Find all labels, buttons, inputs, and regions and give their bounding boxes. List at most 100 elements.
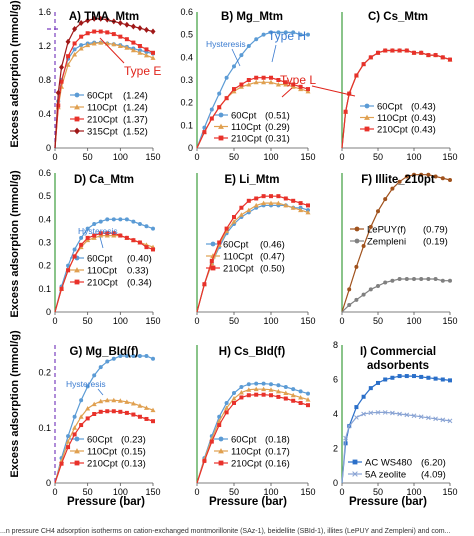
data-point: [412, 172, 416, 177]
data-point: [111, 356, 116, 361]
data-point: [419, 172, 424, 177]
data-point: [232, 87, 236, 92]
data-point: [383, 48, 388, 53]
data-point: [448, 378, 452, 383]
series-60Cpt: [54, 354, 155, 484]
annotation-hysteresis: Hysteresis: [206, 39, 246, 49]
series-line: [196, 383, 309, 484]
data-point: [144, 416, 149, 421]
data-point: [382, 410, 388, 415]
series-line: [196, 77, 309, 149]
data-point: [217, 240, 222, 245]
legend-swatch-marker: [74, 267, 80, 273]
y-tick-label: 0.1: [38, 423, 51, 433]
data-point: [85, 235, 90, 240]
data-point: [390, 375, 395, 380]
x-tick-label: 100: [113, 316, 128, 326]
data-point: [238, 389, 244, 395]
annotation-hysteresis: Hysteresis: [78, 226, 118, 236]
legend-label: 60Cpt: [377, 102, 403, 113]
data-point: [98, 231, 103, 236]
x-tick-label: 50: [83, 316, 93, 326]
data-point: [291, 82, 296, 87]
data-point: [447, 418, 453, 424]
data-point: [224, 226, 229, 231]
y-tick-label: 8: [333, 340, 338, 350]
legend-value: (1.24): [123, 91, 148, 102]
data-point: [440, 377, 445, 382]
data-point: [98, 409, 103, 414]
data-point: [433, 416, 438, 422]
data-point: [151, 419, 155, 424]
series-210Cpt: [54, 409, 155, 484]
data-point: [419, 374, 424, 379]
data-point: [59, 461, 64, 466]
data-point: [246, 198, 251, 203]
data-point: [283, 196, 288, 201]
data-point: [269, 75, 273, 80]
data-point: [137, 221, 142, 226]
data-point: [368, 410, 374, 416]
data-point: [354, 415, 359, 420]
data-point: [111, 18, 117, 25]
data-point: [118, 217, 123, 222]
y-axis-label-row3: Excess adsorption (mmol/g): [9, 330, 21, 478]
data-point: [105, 30, 110, 35]
data-point: [151, 50, 155, 55]
data-point: [268, 200, 274, 206]
x-tick-label: 100: [263, 487, 278, 497]
data-point: [419, 50, 424, 55]
data-point: [224, 405, 230, 410]
x-tick-label: 100: [113, 487, 128, 497]
annotation-arrow: [271, 44, 277, 63]
legend-swatch-marker: [210, 241, 216, 247]
data-point: [144, 224, 149, 229]
data-point: [92, 373, 97, 378]
data-point: [98, 233, 104, 238]
legend-swatch-marker: [74, 116, 80, 122]
data-point: [238, 84, 244, 89]
data-point: [111, 217, 116, 222]
data-point: [426, 172, 431, 177]
legend-swatch-marker: [74, 460, 80, 466]
data-point: [426, 375, 431, 380]
series-line: [196, 195, 309, 313]
y-tick-label: 0.4: [38, 214, 51, 224]
data-point: [261, 79, 267, 85]
data-point: [66, 54, 71, 59]
series-210Cpt: [196, 194, 310, 313]
legend-value: (0.43): [411, 102, 436, 113]
panel-title-line2: adsorbents: [367, 360, 429, 372]
x-tick-label: 0: [194, 152, 199, 162]
legend-label: 210Cpt: [223, 264, 254, 275]
data-point: [232, 64, 236, 69]
data-point: [85, 237, 91, 243]
data-point: [254, 196, 259, 201]
x-tick-label: 0: [339, 152, 344, 162]
y-tick-label: 1.2: [38, 41, 51, 51]
data-point: [433, 376, 438, 381]
legend-value: (0.17): [265, 447, 290, 458]
data-point: [231, 219, 237, 224]
data-point: [124, 235, 129, 240]
data-point: [368, 287, 373, 292]
data-point: [66, 434, 71, 439]
legend-value: 0.33): [127, 266, 149, 277]
figure-caption: ...n pressure CH4 adsorption isotherms o…: [0, 528, 451, 535]
data-point: [347, 303, 352, 308]
legend-label: 210Cpt: [87, 278, 118, 289]
data-point: [202, 282, 207, 287]
data-point: [426, 415, 431, 421]
y-tick-label: 2: [333, 444, 338, 454]
data-point: [59, 286, 64, 291]
x-tick-label: 100: [263, 316, 278, 326]
data-point: [354, 297, 359, 302]
data-point: [224, 410, 229, 415]
panel-3: 0 50 100 150 0 0.1 0.2 0.3 0.4 0.5 0.6 60Cpt (0.40) 1…: [38, 168, 160, 326]
y-tick-label: 0.3: [38, 238, 51, 248]
legend-label: 110Cpt: [231, 447, 261, 458]
series-315Cpt: [54, 15, 156, 149]
data-point: [209, 439, 214, 444]
legend-value: (0.43): [411, 125, 436, 136]
data-point: [150, 55, 156, 60]
